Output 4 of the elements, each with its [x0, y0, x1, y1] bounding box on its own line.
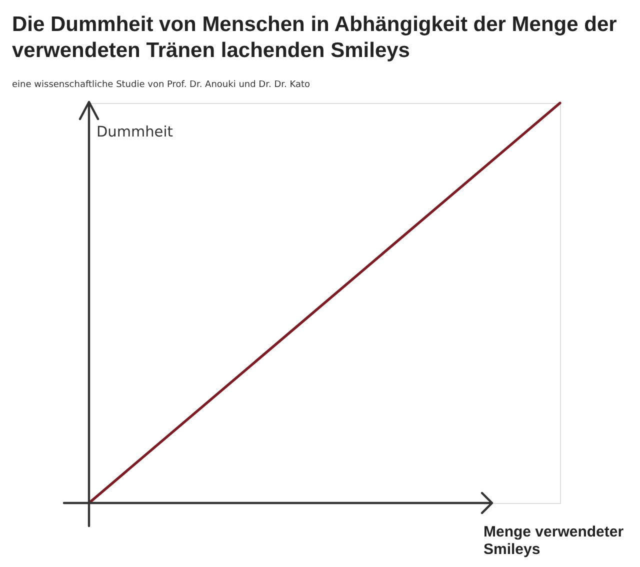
x-axis-title: Menge verwendeter Smileys	[484, 524, 624, 558]
y-axis-title: Dummheit	[96, 124, 174, 140]
chart-title: Die Dummheit von Menschen in Abhängigkeit der Menge der verwendeten Tränen lachenden Smileys	[12, 12, 617, 62]
chart-subtitle: eine wissenschaftliche Studie von Prof. Dr. Anouki und Dr. Dr. Kato	[12, 80, 311, 90]
